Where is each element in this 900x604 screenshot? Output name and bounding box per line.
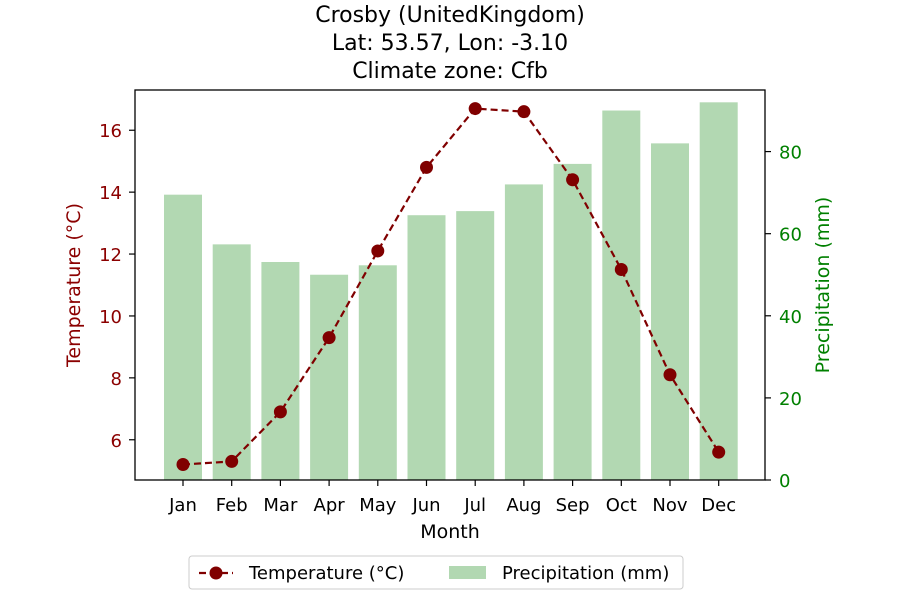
temperature-point — [420, 160, 433, 174]
x-tick-label: Aug — [506, 495, 541, 516]
temperature-point — [176, 458, 190, 472]
x-tick-label: Jan — [168, 495, 197, 516]
title-line-1: Crosby (UnitedKingdom) — [315, 3, 585, 28]
precipitation-bar — [310, 274, 349, 480]
temperature-point — [468, 102, 482, 116]
y-axis-left-label: Temperature (°C) — [63, 203, 85, 368]
precipitation-bar — [164, 194, 202, 480]
precipitation-bar — [358, 265, 397, 480]
y-left-tick-label: 12 — [99, 245, 122, 266]
precipitation-bar — [553, 163, 592, 481]
y-left-tick-label: 16 — [99, 121, 122, 142]
temperature-line — [182, 107, 720, 466]
y-left-tick-label: 8 — [111, 369, 122, 390]
temperature-point — [322, 331, 336, 345]
precipitation-bar — [261, 262, 300, 480]
legend-box — [188, 555, 684, 590]
title-line-3: Climate zone: Cfb — [352, 59, 548, 84]
y-right-tick-label: 80 — [779, 143, 802, 164]
legend-temperature-marker — [209, 566, 223, 580]
precipitation-bar — [407, 215, 446, 481]
chart-title: Crosby (UnitedKingdom) Lat: 53.57, Lon: … — [315, 3, 585, 84]
y-left-tick-label: 6 — [111, 431, 122, 452]
x-tick-label: Feb — [216, 495, 248, 516]
x-tick-label: Jul — [463, 495, 486, 516]
y-right-tick-label: 0 — [779, 471, 790, 492]
legend-temperature-label: Temperature (°C) — [248, 563, 404, 584]
x-axis: Jan Feb Mar Apr May Jun Jul Aug Sep Oct Nov Dec — [168, 480, 736, 516]
x-axis-label: Month — [420, 521, 480, 543]
x-tick-label: Sep — [556, 495, 590, 516]
plot-frame — [134, 89, 766, 481]
temperature-point — [712, 445, 726, 459]
y-axis-right: 0 20 40 60 80 — [765, 143, 802, 492]
legend-precipitation-label: Precipitation (mm) — [502, 563, 669, 584]
y-axis-left: 6 8 10 12 14 16 — [99, 121, 135, 452]
x-tick-label: Nov — [652, 495, 687, 516]
y-right-tick-label: 60 — [779, 225, 802, 246]
precipitation-bar — [456, 211, 495, 480]
x-tick-label: May — [359, 495, 397, 516]
legend: Temperature (°C) Precipitation (mm) — [188, 555, 684, 590]
temperature-point — [225, 454, 239, 468]
y-right-tick-label: 20 — [779, 389, 802, 410]
temperature-point — [566, 173, 580, 187]
temperature-point — [517, 105, 531, 119]
precipitation-bar — [504, 184, 543, 480]
title-line-2: Lat: 53.57, Lon: -3.10 — [332, 31, 568, 56]
y-left-tick-label: 14 — [99, 183, 122, 204]
temperature-line-group — [176, 102, 726, 472]
precipitation-bar — [212, 244, 251, 480]
legend-precipitation-swatch — [449, 566, 486, 579]
y-axis-right-label: Precipitation (mm) — [812, 197, 834, 374]
temperature-point — [273, 405, 287, 419]
precipitation-bar — [699, 102, 738, 480]
x-tick-label: Dec — [701, 495, 736, 516]
temperature-point — [614, 263, 628, 277]
precipitation-bars — [164, 102, 738, 481]
x-tick-label: Oct — [606, 495, 637, 516]
x-tick-label: Jun — [411, 495, 440, 516]
x-tick-label: Mar — [263, 495, 298, 516]
temperature-point — [663, 368, 677, 382]
x-tick-label: Apr — [314, 495, 346, 516]
precipitation-bar — [602, 110, 641, 481]
y-left-tick-label: 10 — [99, 307, 122, 328]
temperature-point — [371, 244, 385, 258]
precipitation-bar — [651, 143, 689, 481]
y-right-tick-label: 40 — [779, 307, 802, 328]
